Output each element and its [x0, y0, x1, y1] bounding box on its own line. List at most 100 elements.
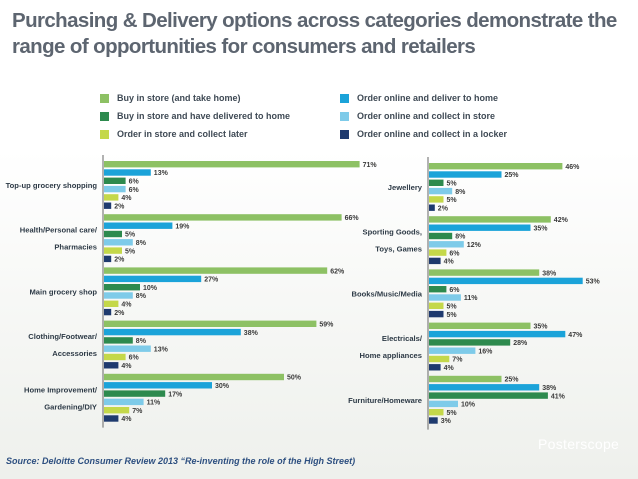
bar-order-collect-later	[429, 249, 447, 256]
category-label: Top-up grocery shopping	[6, 181, 98, 190]
data-label: 4%	[444, 365, 455, 372]
legend-item-online-deliver: Order online and deliver to home	[340, 92, 498, 104]
bar-online-deliver	[104, 328, 241, 336]
category-label: Toys, Games	[375, 245, 422, 254]
legend-item-online-locker: Order online and collect in a locker	[340, 128, 507, 140]
data-label: 25%	[505, 172, 520, 179]
bar-buy-take-home	[429, 163, 563, 170]
bar-buy-delivered	[104, 177, 126, 184]
category-label: Electricals/	[382, 334, 423, 343]
data-label: 16%	[478, 348, 493, 355]
legend-label: Order in store and collect later	[117, 129, 248, 139]
bar-online-deliver	[104, 222, 173, 229]
bar-order-collect-later	[429, 302, 444, 309]
data-label: 8%	[455, 234, 466, 241]
data-label: 4%	[444, 259, 455, 266]
source-note: Source: Deloitte Consumer Review 2013 “R…	[6, 456, 356, 466]
data-label: 38%	[542, 270, 557, 277]
data-label: 10%	[143, 285, 158, 292]
data-label: 47%	[568, 332, 583, 339]
data-label: 38%	[244, 330, 259, 337]
bar-buy-delivered	[429, 339, 511, 346]
data-label: 53%	[586, 279, 601, 286]
bar-online-locker	[104, 415, 119, 422]
legend-label: Buy in store (and take home)	[117, 93, 241, 103]
legend-label: Order online and deliver to home	[357, 93, 499, 103]
legend-label: Buy in store and have delivered to home	[117, 111, 291, 121]
bar-online-deliver	[429, 330, 566, 338]
data-label: 27%	[204, 277, 219, 284]
category-label: Books/Music/Media	[352, 289, 423, 298]
bar-online-collect-store	[104, 292, 133, 299]
bar-buy-take-home	[104, 267, 328, 274]
data-label: 8%	[136, 240, 147, 247]
legend-swatch	[100, 111, 109, 121]
bar-online-deliver	[429, 384, 540, 391]
data-label: 7%	[132, 408, 143, 415]
bar-online-collect-store	[429, 347, 476, 354]
bar-online-collect-store	[429, 294, 461, 301]
legend-label: Order online and collect in a locker	[357, 129, 508, 139]
posterscope-logo: Posterscope	[538, 436, 620, 452]
bar-online-locker	[104, 202, 112, 209]
data-label: 4%	[121, 363, 132, 370]
category-label: Sporting Goods,	[363, 228, 422, 237]
data-label: 4%	[121, 302, 132, 309]
category-label: Accessories	[52, 349, 97, 358]
bar-online-locker	[429, 417, 438, 424]
bar-online-collect-store	[429, 400, 458, 408]
bar-buy-take-home	[104, 214, 342, 221]
bar-online-locker	[429, 364, 441, 371]
bar-online-collect-store	[429, 241, 464, 248]
data-label: 13%	[154, 170, 169, 177]
bar-order-collect-later	[429, 409, 444, 416]
data-label: 5%	[447, 304, 458, 311]
bar-online-collect-store	[104, 345, 151, 352]
category-label: Home Improvement/	[24, 385, 98, 394]
bar-buy-take-home	[429, 375, 502, 383]
data-label: 5%	[447, 410, 458, 417]
bar-online-locker	[104, 362, 119, 369]
data-label: 62%	[330, 268, 345, 275]
data-label: 6%	[449, 287, 460, 294]
data-label: 13%	[154, 346, 169, 353]
data-label: 10%	[461, 402, 476, 409]
bar-order-collect-later	[104, 353, 126, 361]
data-label: 6%	[129, 187, 140, 194]
data-label: 6%	[129, 179, 140, 186]
chart-legend: Buy in store (and take home) Buy in stor…	[100, 92, 540, 140]
data-label: 8%	[136, 293, 147, 300]
data-label: 5%	[447, 312, 458, 319]
bar-online-collect-store	[104, 239, 133, 246]
data-label: 25%	[505, 377, 520, 384]
data-label: 11%	[147, 400, 161, 407]
bar-buy-delivered	[429, 286, 447, 293]
data-label: 2%	[114, 310, 125, 317]
legend-item-order-collect-later: Order in store and collect later	[100, 128, 248, 140]
bar-order-collect-later	[429, 355, 450, 363]
data-label: 2%	[114, 203, 125, 210]
data-label: 6%	[129, 355, 140, 362]
data-label: 46%	[565, 164, 580, 171]
bar-buy-delivered	[429, 232, 453, 240]
data-label: 4%	[121, 416, 132, 423]
data-label: 7%	[452, 357, 463, 364]
bar-order-collect-later	[104, 407, 130, 414]
data-label: 17%	[168, 391, 183, 398]
data-label: 38%	[542, 385, 557, 392]
bar-order-collect-later	[104, 194, 119, 201]
bar-buy-take-home	[104, 161, 360, 168]
data-label: 41%	[551, 393, 566, 400]
bar-online-locker	[104, 308, 112, 316]
bar-buy-take-home	[429, 216, 551, 223]
data-label: 50%	[287, 375, 302, 382]
bar-buy-take-home	[429, 322, 531, 329]
bar-online-locker	[429, 257, 441, 265]
legend-swatch	[340, 93, 349, 103]
slide-title: Purchasing & Delivery options across cat…	[12, 9, 617, 58]
data-label: 8%	[136, 338, 147, 345]
legend-label: Order online and collect in store	[357, 111, 496, 121]
bar-online-deliver	[104, 275, 202, 283]
legend-item-buy-delivered: Buy in store and have delivered to home	[100, 110, 290, 122]
